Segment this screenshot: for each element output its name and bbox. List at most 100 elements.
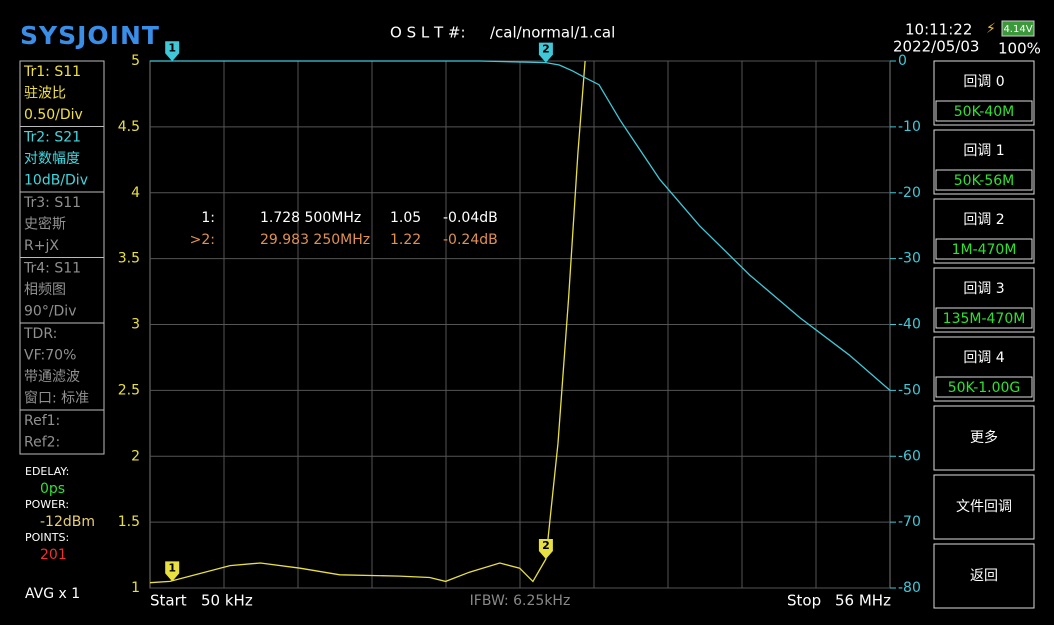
menu-button[interactable]: 回调 3 135M-470M [933,267,1035,333]
button-label: 回调 2 [963,212,1004,228]
start-label: Start [150,592,187,610]
marker-flag-label: 2 [542,539,550,552]
trace-text: Ref2: [24,435,60,451]
status-label: POINTS: [25,531,69,544]
status-label: POWER: [25,498,69,511]
trace-text: 0.50/Div [24,107,83,123]
menu-button[interactable]: 文件回调 [933,474,1035,540]
trace-text: 对数幅度 [24,151,80,167]
trace-text: Tr2: S21 [23,130,81,146]
cal-label: O S L T #: [390,24,466,42]
y-tick-label: 2.5 [118,382,140,398]
marker-readout: -0.24dB [443,232,498,248]
trace-text: Tr1: S11 [23,64,81,80]
button-frame [933,405,1035,471]
marker-flag-swr [165,561,180,582]
y-tick-label: 4 [131,185,140,201]
trace-text: Tr3: S11 [23,195,81,211]
status-label: EDELAY: [25,465,69,478]
trace-line [149,60,586,584]
marker-readout: 1: [201,210,215,226]
marker-flag-s21 [165,41,180,62]
y2-tick-label: 0 [898,53,907,69]
status-value: 0ps [40,481,65,497]
trace-text: TDR: [23,326,57,342]
time: 10:11:22 [905,21,972,39]
trace-text: 窗口: 标准 [24,390,89,407]
y2-tick-label: -20 [898,185,921,201]
marker-flag-s21 [538,42,553,63]
stop-label: Stop [787,592,821,610]
marker-readout: 1.728 500MHz [260,210,361,226]
marker-readout: 1.22 [390,232,421,248]
cal-file: /cal/normal/1.cal [490,24,615,42]
menu-button[interactable]: 回调 2 1M-470M [933,198,1035,264]
trace-box [19,409,105,455]
y2-tick-label: -60 [898,448,921,464]
start-value: 50 kHz [201,592,253,610]
button-sub-frame [935,238,1033,260]
status-value: 201 [40,547,67,563]
ifbw: IFBW: 6.25kHz [470,593,571,609]
button-frame [933,474,1035,540]
marker-flag-label: 1 [168,41,176,54]
button-sub-frame [935,100,1033,122]
plot: 1 1.5 2 2.5 3 3.5 4 4.5 5 0 -10 -20 -30 -40 -50 -60 -70 -… [118,41,921,610]
stop-value: 56 MHz [835,592,891,610]
button-label: 文件回调 [956,499,1012,515]
y2-tick-label: -70 [898,514,921,530]
menu-button[interactable]: 回调 4 50K-1.00G [933,336,1035,402]
y2-tick-label: -40 [898,317,921,333]
marker-readout: 1.05 [390,210,421,226]
y-tick-label: 4.5 [118,119,140,135]
menu-button[interactable]: 回调 1 50K-56M [933,129,1035,195]
y2-tick-label: -80 [898,580,921,596]
button-frame [933,543,1035,609]
y2-tick-label: -30 [898,251,921,267]
trace-text: 10dB/Div [24,173,88,189]
y-tick-label: 3 [131,317,140,333]
menu-button[interactable]: 返回 [933,543,1035,609]
trace-text: R+jX [24,238,59,254]
y-tick-label: 1.5 [118,514,140,530]
button-sub-frame [935,376,1033,398]
trace-text: 驻波比 [24,86,66,102]
button-sub-frame [935,307,1033,329]
menu-button[interactable]: 更多 [933,405,1035,471]
charge-icon: ⚡ [986,21,996,37]
button-label: 回调 1 [963,143,1004,159]
button-sub: 50K-56M [954,173,1014,189]
marker-readout: -0.04dB [443,210,498,226]
status-value: -12dBm [40,514,95,530]
trace-text: 带通滤波 [24,369,80,385]
button-label: 回调 3 [963,281,1004,297]
button-label: 回调 0 [963,74,1004,90]
marker-readout: 29.983 250MHz [260,232,370,248]
button-sub: 50K-1.00G [948,380,1021,396]
button-sub: 1M-470M [952,242,1017,258]
button-sub: 50K-40M [954,104,1014,120]
trace-text: 史密斯 [24,216,66,233]
button-label: 返回 [970,568,998,584]
logo: SYSJOINT [20,21,160,50]
marker-readout: >2: [190,232,215,248]
trace-text: Tr4: S11 [23,261,81,277]
trace-line [150,60,891,391]
marker-flag-label: 1 [168,561,176,574]
y-tick-label: 2 [131,448,140,464]
trace-text: Ref1: [24,413,60,429]
y-tick-label: 5 [131,53,140,69]
button-label: 更多 [970,429,998,446]
menu-button[interactable]: 回调 0 50K-40M [933,60,1035,126]
date: 2022/05/03 [893,38,979,56]
y2-tick-label: -50 [898,382,921,398]
avg: AVG x 1 [25,586,80,602]
button-label: 回调 4 [963,350,1004,366]
trace-text: VF:70% [24,348,76,364]
trace-text: 相频图 [24,282,66,298]
trace-text: 90°/Div [24,304,77,320]
y-tick-label: 1 [131,580,140,596]
battery-voltage: 4.14V [1003,24,1032,35]
